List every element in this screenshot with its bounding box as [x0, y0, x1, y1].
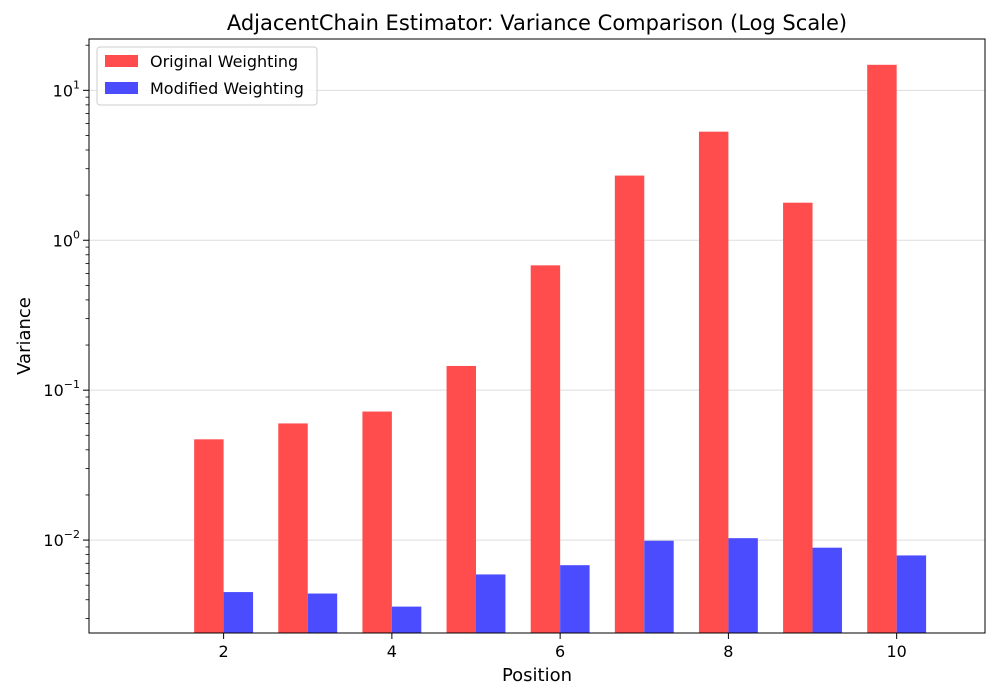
- x-tick-label: 6: [555, 642, 565, 661]
- bar-original-8: [698, 131, 729, 633]
- bar-modified-8: [728, 538, 758, 633]
- bar-modified-4: [391, 606, 422, 633]
- x-tick-label: 8: [723, 642, 733, 661]
- bar-original-7: [614, 175, 645, 633]
- legend-swatch-original: [105, 55, 138, 67]
- bars: [194, 64, 927, 633]
- bar-modified-3: [307, 593, 338, 633]
- y-axis-label: Variance: [14, 297, 35, 375]
- y-tick-label: 10−1: [43, 378, 80, 400]
- legend-swatch-modified: [105, 82, 138, 94]
- y-tick-label: 10−2: [43, 528, 80, 550]
- y-tick-label: 101: [53, 78, 80, 100]
- legend-label-modified: Modified Weighting: [150, 79, 304, 98]
- bar-modified-5: [476, 574, 506, 633]
- legend: Original Weighting Modified Weighting: [96, 46, 318, 106]
- bar-original-9: [783, 202, 813, 633]
- x-tick-label: 10: [886, 642, 906, 661]
- bar-modified-2: [223, 592, 254, 633]
- y-tick-label: 100: [53, 228, 80, 250]
- plot-frame: [88, 38, 986, 634]
- bar-original-6: [530, 265, 561, 633]
- bar-modified-6: [560, 565, 590, 633]
- chart-title: AdjacentChain Estimator: Variance Compar…: [227, 11, 847, 35]
- bar-modified-7: [644, 540, 674, 633]
- bar-original-5: [446, 365, 477, 633]
- x-tick-label: 2: [219, 642, 229, 661]
- ticks: 10−2 10−1 100 101 2 4 6 8 10: [43, 44, 907, 661]
- legend-box: [96, 46, 318, 106]
- bar-modified-9: [812, 547, 842, 633]
- x-tick-label: 4: [387, 642, 397, 661]
- x-axis-label: Position: [502, 665, 572, 686]
- legend-label-original: Original Weighting: [150, 52, 298, 71]
- bar-original-4: [362, 411, 392, 633]
- bar-modified-10: [896, 555, 927, 633]
- bar-original-3: [278, 423, 308, 633]
- bar-original-10: [867, 64, 897, 633]
- bar-original-2: [194, 439, 224, 633]
